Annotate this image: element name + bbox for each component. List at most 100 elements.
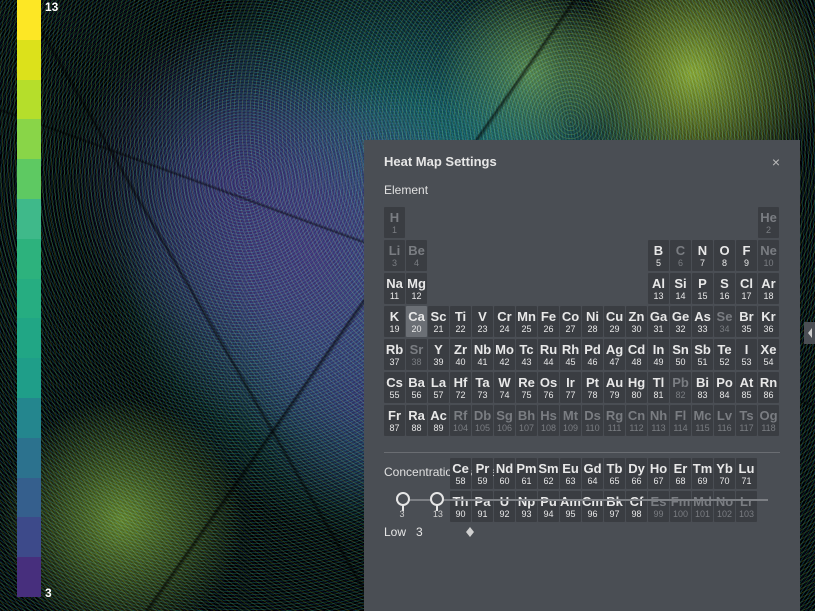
element-v[interactable]: V23: [472, 306, 493, 337]
element-er[interactable]: Er68: [670, 458, 691, 489]
element-te[interactable]: Te52: [714, 339, 735, 370]
element-pr[interactable]: Pr59: [472, 458, 493, 489]
element-la[interactable]: La57: [428, 372, 449, 403]
element-cr[interactable]: Cr24: [494, 306, 515, 337]
element-p[interactable]: P15: [692, 273, 713, 304]
element-ho[interactable]: Ho67: [648, 458, 669, 489]
low-value-stepper[interactable]: [466, 527, 474, 537]
element-ge[interactable]: Ge32: [670, 306, 691, 337]
element-co[interactable]: Co27: [560, 306, 581, 337]
element-pd[interactable]: Pd46: [582, 339, 603, 370]
element-eu[interactable]: Eu63: [560, 458, 581, 489]
element-ga[interactable]: Ga31: [648, 306, 669, 337]
element-fr[interactable]: Fr87: [384, 405, 405, 436]
element-mo[interactable]: Mo42: [494, 339, 515, 370]
element-b[interactable]: B5: [648, 240, 669, 271]
element-mn[interactable]: Mn25: [516, 306, 537, 337]
element-symbol: Y: [434, 343, 443, 356]
element-tm[interactable]: Tm69: [692, 458, 713, 489]
element-w[interactable]: W74: [494, 372, 515, 403]
concentration-range-slider[interactable]: 3 13: [384, 489, 780, 519]
element-na[interactable]: Na11: [384, 273, 405, 304]
element-zr[interactable]: Zr40: [450, 339, 471, 370]
element-kr[interactable]: Kr36: [758, 306, 779, 337]
element-sm[interactable]: Sm62: [538, 458, 559, 489]
element-zn[interactable]: Zn30: [626, 306, 647, 337]
element-as[interactable]: As33: [692, 306, 713, 337]
element-ti[interactable]: Ti22: [450, 306, 471, 337]
slider-high-knob[interactable]: [430, 492, 444, 506]
element-re[interactable]: Re75: [516, 372, 537, 403]
element-symbol: Zr: [454, 343, 467, 356]
element-cd[interactable]: Cd48: [626, 339, 647, 370]
element-s[interactable]: S16: [714, 273, 735, 304]
element-sb[interactable]: Sb51: [692, 339, 713, 370]
element-f[interactable]: F9: [736, 240, 757, 271]
element-number: 33: [697, 325, 707, 334]
element-ag[interactable]: Ag47: [604, 339, 625, 370]
element-sn[interactable]: Sn50: [670, 339, 691, 370]
element-ce[interactable]: Ce58: [450, 458, 471, 489]
element-y[interactable]: Y39: [428, 339, 449, 370]
colorbar-swatch: [17, 438, 41, 478]
element-ir[interactable]: Ir77: [560, 372, 581, 403]
element-ni[interactable]: Ni28: [582, 306, 603, 337]
element-dy[interactable]: Dy66: [626, 458, 647, 489]
element-nb[interactable]: Nb41: [472, 339, 493, 370]
element-bi[interactable]: Bi83: [692, 372, 713, 403]
element-ar[interactable]: Ar18: [758, 273, 779, 304]
element-cu[interactable]: Cu29: [604, 306, 625, 337]
element-n[interactable]: N7: [692, 240, 713, 271]
element-pm[interactable]: Pm61: [516, 458, 537, 489]
element-ca[interactable]: Ca20: [406, 306, 427, 337]
element-cs[interactable]: Cs55: [384, 372, 405, 403]
drawer-collapse-handle[interactable]: [804, 322, 815, 344]
element-i[interactable]: I53: [736, 339, 757, 370]
element-number: 79: [609, 391, 619, 400]
element-o[interactable]: O8: [714, 240, 735, 271]
element-sc[interactable]: Sc21: [428, 306, 449, 337]
element-lv: Lv116: [714, 405, 735, 436]
element-hg[interactable]: Hg80: [626, 372, 647, 403]
element-al[interactable]: Al13: [648, 273, 669, 304]
low-value-input[interactable]: [416, 525, 456, 539]
element-ru[interactable]: Ru44: [538, 339, 559, 370]
close-button[interactable]: ×: [772, 155, 780, 169]
element-fe[interactable]: Fe26: [538, 306, 559, 337]
element-symbol: Be: [408, 244, 425, 257]
element-number: 74: [499, 391, 509, 400]
element-k[interactable]: K19: [384, 306, 405, 337]
element-pt[interactable]: Pt78: [582, 372, 603, 403]
element-tc[interactable]: Tc43: [516, 339, 537, 370]
element-yb[interactable]: Yb70: [714, 458, 735, 489]
element-ta[interactable]: Ta73: [472, 372, 493, 403]
element-symbol: Ba: [408, 376, 425, 389]
element-si[interactable]: Si14: [670, 273, 691, 304]
element-symbol: Re: [518, 376, 535, 389]
element-hf[interactable]: Hf72: [450, 372, 471, 403]
element-lu[interactable]: Lu71: [736, 458, 757, 489]
colorbar-swatch: [17, 159, 41, 199]
element-symbol: At: [740, 376, 754, 389]
slider-low-knob[interactable]: [396, 492, 410, 506]
element-br[interactable]: Br35: [736, 306, 757, 337]
element-os[interactable]: Os76: [538, 372, 559, 403]
element-tl[interactable]: Tl81: [648, 372, 669, 403]
element-gd[interactable]: Gd64: [582, 458, 603, 489]
element-nd[interactable]: Nd60: [494, 458, 515, 489]
element-xe[interactable]: Xe54: [758, 339, 779, 370]
element-ba[interactable]: Ba56: [406, 372, 427, 403]
element-in[interactable]: In49: [648, 339, 669, 370]
element-rb[interactable]: Rb37: [384, 339, 405, 370]
element-number: 29: [609, 325, 619, 334]
element-ac[interactable]: Ac89: [428, 405, 449, 436]
element-at[interactable]: At85: [736, 372, 757, 403]
element-tb[interactable]: Tb65: [604, 458, 625, 489]
element-cl[interactable]: Cl17: [736, 273, 757, 304]
element-ra[interactable]: Ra88: [406, 405, 427, 436]
element-mg[interactable]: Mg12: [406, 273, 427, 304]
element-po[interactable]: Po84: [714, 372, 735, 403]
element-rn[interactable]: Rn86: [758, 372, 779, 403]
element-rh[interactable]: Rh45: [560, 339, 581, 370]
element-au[interactable]: Au79: [604, 372, 625, 403]
